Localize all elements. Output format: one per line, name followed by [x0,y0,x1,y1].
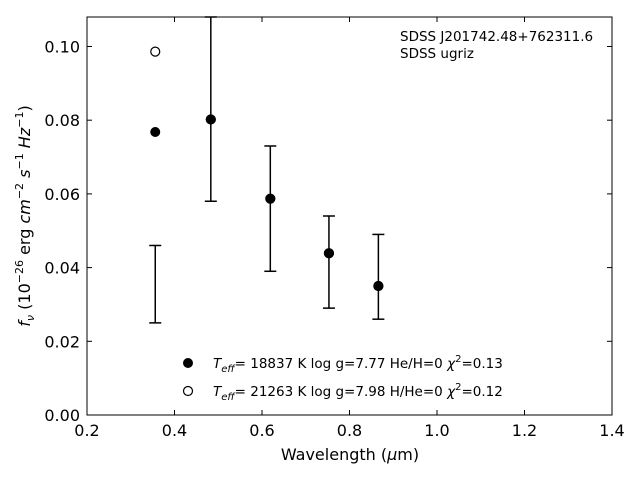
x-tick-label: 1.0 [424,421,449,440]
y-tick-label: 0.08 [44,111,80,130]
y-tick-label: 0.04 [44,259,80,278]
point-model-filled [323,248,334,259]
data-points [150,46,384,292]
annotation-object: SDSS J201742.48+762311.6 [400,29,593,45]
legend-label-filled: Teff= 18837 K log g=7.77 He/H=0 χ2=0.13 [213,354,503,375]
y-tick-label: 0.02 [44,332,80,351]
point-model-filled [150,126,161,137]
error-bars [149,16,385,324]
legend-label-open: Teff= 21263 K log g=7.98 H/He=0 χ2=0.12 [213,382,503,403]
y-tick-label: 0.10 [44,37,80,56]
legend-marker-open [182,385,194,397]
legend-marker-filled [183,358,193,368]
x-tick-label: 1.4 [599,421,624,440]
point-model-filled [205,114,216,125]
point-model-open [150,46,161,57]
x-tick-label: 0.6 [249,421,274,440]
x-tick-label: 1.2 [512,421,537,440]
y-axis-label: fν (10−26 erg cm−2 s−1 Hz−1) [13,105,37,326]
y-tick-label: 0.00 [44,406,80,425]
axis-ticks: 0.2 0.4 0.6 0.8 1.0 1.2 1.4 0.00 0.02 0.04 0.06 0.0… [44,17,625,440]
x-tick-label: 0.2 [74,421,99,440]
y-tick-label: 0.06 [44,185,80,204]
point-model-filled [373,281,384,292]
x-axis-label: Wavelength (μm) [281,445,419,464]
x-tick-label: 0.4 [162,421,187,440]
annotation-filters: SDSS ugriz [400,46,474,62]
point-model-filled [265,193,276,204]
legend: Teff= 18837 K log g=7.77 He/H=0 χ2=0.13 … [182,354,503,403]
x-tick-label: 0.8 [337,421,362,440]
